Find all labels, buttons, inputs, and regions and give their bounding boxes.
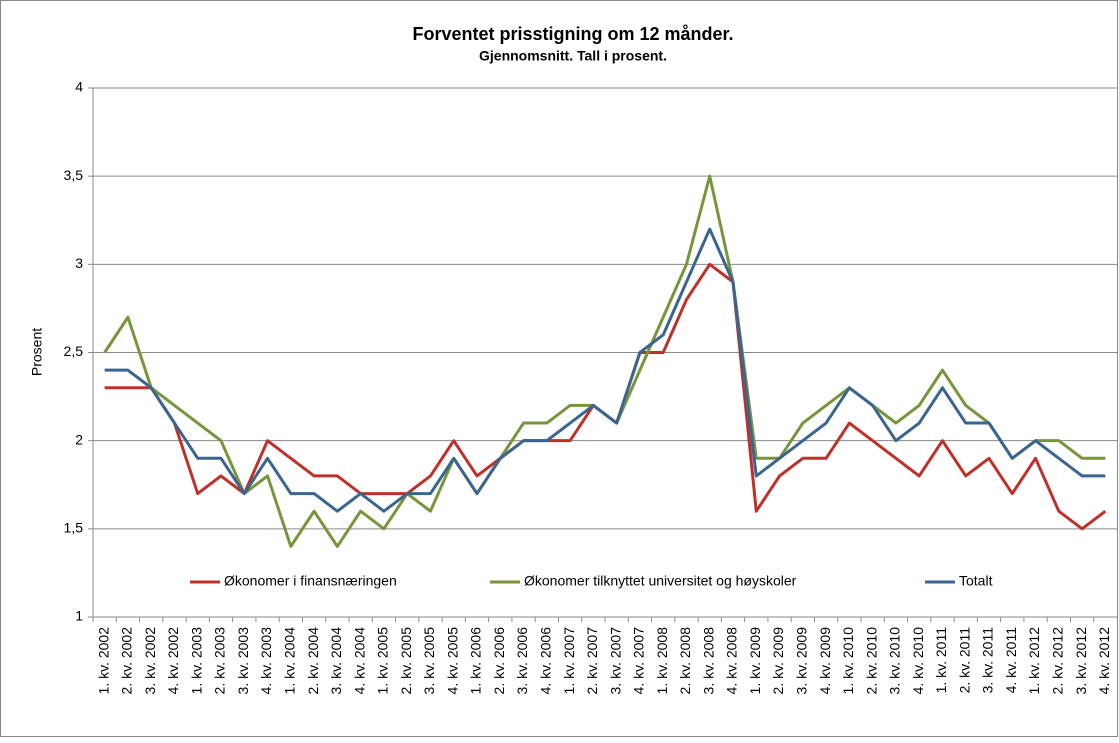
x-tick-label: 2. kv. 2002 (119, 627, 135, 695)
y-tick-label: 1 (75, 608, 83, 624)
x-tick-label: 2. kv. 2009 (770, 627, 786, 695)
x-tick-label: 4. kv. 2005 (444, 627, 460, 695)
x-tick-label: 2. kv. 2008 (677, 627, 693, 695)
x-tick-label: 3. kv. 2002 (142, 627, 158, 695)
x-tick-label: 3. kv. 2003 (235, 627, 251, 695)
legend-label: Totalt (959, 573, 993, 589)
chart-subtitle: Gjennomsnitt. Tall i prosent. (479, 48, 667, 64)
x-tick-label: 4. kv. 2008 (724, 627, 740, 695)
x-tick-label: 4. kv. 2012 (1096, 627, 1112, 695)
legend-label: Økonomer i finansnæringen (224, 573, 397, 589)
x-tick-label: 1. kv. 2002 (95, 627, 111, 695)
x-tick-label: 2. kv. 2011 (956, 627, 972, 694)
x-tick-label: 1. kv. 2009 (747, 627, 763, 695)
x-tick-label: 4. kv. 2009 (817, 627, 833, 695)
x-tick-label: 2. kv. 2006 (491, 627, 507, 695)
y-tick-label: 4 (75, 79, 83, 95)
y-tick-label: 2 (75, 431, 83, 447)
x-tick-label: 3. kv. 2006 (514, 627, 530, 695)
x-tick-label: 3. kv. 2004 (328, 627, 344, 695)
x-tick-label: 3. kv. 2010 (887, 627, 903, 695)
x-tick-label: 4. kv. 2006 (538, 627, 554, 695)
x-tick-label: 4. kv. 2011 (1003, 627, 1019, 694)
x-tick-label: 2. kv. 2003 (212, 627, 228, 695)
x-tick-label: 1. kv. 2004 (282, 627, 298, 695)
x-tick-label: 2. kv. 2012 (1050, 627, 1066, 695)
x-tick-label: 1. kv. 2011 (933, 627, 949, 694)
x-tick-label: 4. kv. 2007 (631, 627, 647, 695)
x-tick-label: 4. kv. 2003 (258, 627, 274, 695)
y-tick-label: 1,5 (64, 520, 84, 536)
x-tick-label: 4. kv. 2004 (351, 627, 367, 695)
x-tick-label: 1. kv. 2006 (468, 627, 484, 695)
x-tick-label: 2. kv. 2004 (305, 627, 321, 695)
x-tick-label: 3. kv. 2007 (607, 627, 623, 695)
series-line (104, 227, 1106, 513)
legend-label: Økonomer tilknyttet universitet og høysk… (524, 573, 797, 589)
x-tick-label: 1. kv. 2010 (840, 627, 856, 695)
chart-title: Forventet prisstigning om 12 månder. (412, 24, 733, 44)
x-tick-label: 3. kv. 2005 (421, 627, 437, 695)
x-tick-label: 3. kv. 2009 (794, 627, 810, 695)
x-tick-label: 2. kv. 2005 (398, 627, 414, 695)
y-tick-label: 3 (75, 255, 83, 271)
y-tick-label: 2,5 (64, 343, 84, 359)
x-tick-label: 1. kv. 2003 (188, 627, 204, 695)
x-tick-label: 2. kv. 2010 (863, 627, 879, 695)
x-tick-label: 3. kv. 2012 (1073, 627, 1089, 695)
x-tick-label: 4. kv. 2002 (165, 627, 181, 695)
x-tick-label: 3. kv. 2011 (980, 627, 996, 694)
x-tick-label: 1. kv. 2005 (375, 627, 391, 695)
x-tick-label: 1. kv. 2007 (561, 627, 577, 695)
y-tick-label: 3,5 (64, 167, 84, 183)
x-tick-label: 3. kv. 2008 (700, 627, 716, 695)
x-tick-label: 4. kv. 2010 (910, 627, 926, 695)
x-tick-label: 2. kv. 2007 (584, 627, 600, 695)
x-tick-label: 1. kv. 2012 (1026, 627, 1042, 695)
y-axis-label: Prosent (29, 328, 45, 376)
x-tick-label: 1. kv. 2008 (654, 627, 670, 695)
